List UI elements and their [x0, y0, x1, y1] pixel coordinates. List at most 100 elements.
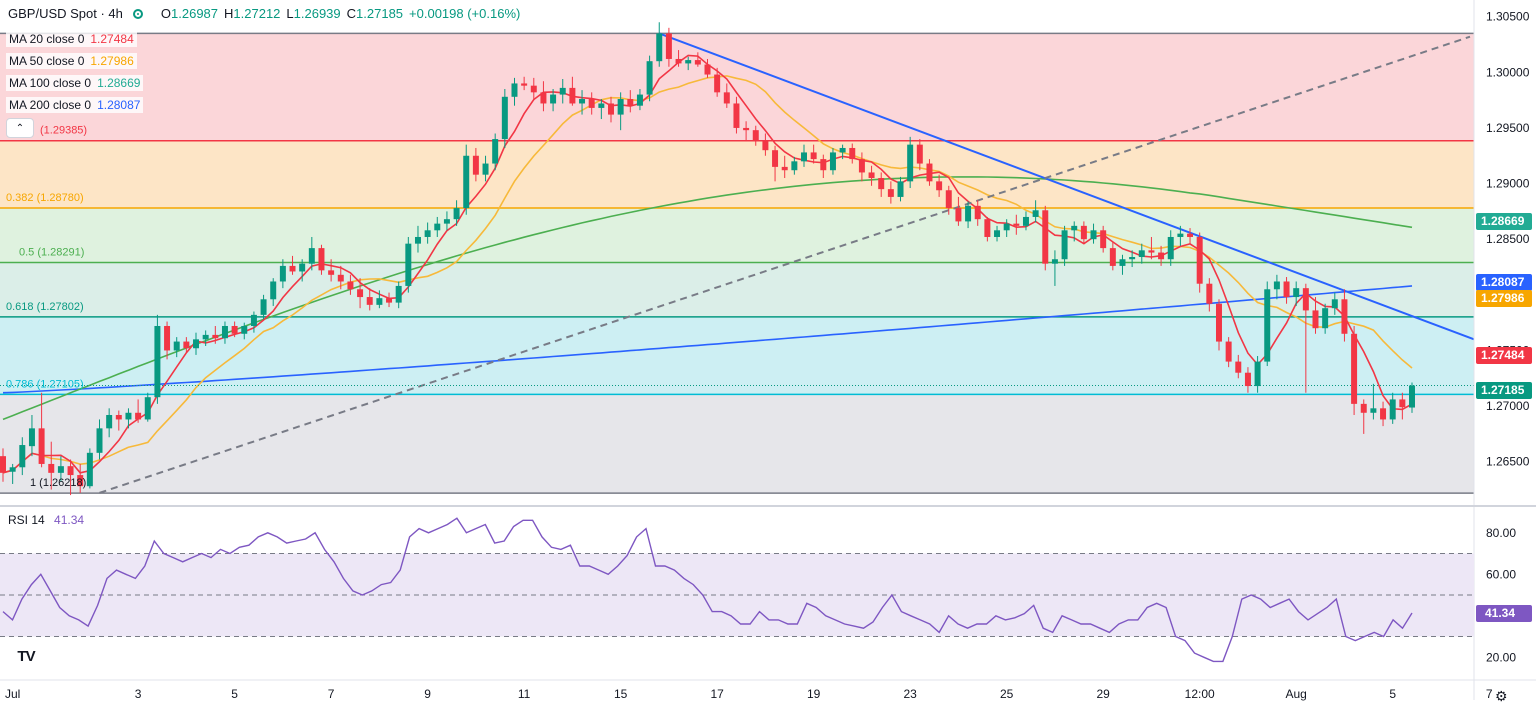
fib-level-label: 0.5 (1.28291) — [19, 246, 84, 258]
candle-body — [1013, 223, 1020, 226]
candle-body — [250, 314, 257, 326]
candle-body — [1022, 216, 1029, 226]
candle-body — [762, 141, 769, 151]
trendlines — [0, 32, 1475, 494]
candle-body — [1109, 248, 1116, 266]
candle-body — [810, 152, 817, 160]
price-badge — [1476, 274, 1532, 291]
candle-body — [1051, 259, 1058, 264]
gear-icon[interactable]: ⚙ — [1495, 688, 1508, 704]
change-value: +0.00198 (+0.16%) — [409, 6, 521, 21]
candle-body — [984, 219, 991, 237]
x-tick-label: 5 — [231, 687, 238, 701]
candle-body — [212, 334, 219, 339]
candle-body — [907, 144, 914, 182]
candle-body — [1322, 308, 1329, 329]
candle-body — [627, 99, 634, 106]
collapse-legend-button[interactable]: ⌃ — [6, 118, 34, 138]
candle-body — [241, 325, 248, 334]
candle-body — [1100, 230, 1107, 249]
close-value: 1.27185 — [356, 6, 404, 21]
candle-body — [1283, 281, 1290, 298]
candle-body — [781, 166, 788, 171]
candle-body — [86, 452, 93, 487]
ma100-legend[interactable]: MA 100 close 0 1.28669 — [6, 75, 144, 91]
candle-body — [704, 64, 711, 75]
price-badge-label: 1.27986 — [1481, 291, 1525, 305]
candle-body — [135, 412, 142, 420]
low-value: 1.26939 — [293, 6, 341, 21]
ma50-legend[interactable]: MA 50 close 0 1.27986 — [6, 53, 137, 69]
y-tick-label: 1.29500 — [1486, 121, 1530, 135]
rsi-value: 41.34 — [54, 513, 85, 527]
candle-body — [994, 230, 1001, 237]
candle-body — [492, 139, 499, 164]
rsi-header[interactable]: RSI 14 41.34 — [8, 513, 84, 527]
candle-body — [868, 172, 875, 179]
x-tick-label: 12:00 — [1185, 687, 1215, 701]
candle-body — [1167, 236, 1174, 260]
candle-body — [77, 475, 84, 487]
price-badge — [1476, 213, 1532, 230]
candle-body — [376, 298, 383, 305]
ma100-label: MA 100 close 0 — [9, 76, 92, 90]
candle-body — [1389, 399, 1396, 420]
candle-body — [337, 274, 344, 282]
rsi-tick-label: 80.00 — [1486, 526, 1516, 540]
candle-body — [1032, 210, 1039, 217]
x-tick-label: 19 — [807, 687, 821, 701]
rsi-label: RSI 14 — [8, 513, 45, 527]
candle-body — [521, 83, 528, 86]
candle-body — [19, 445, 26, 468]
candle-body — [96, 428, 103, 453]
candle-body — [801, 152, 807, 162]
candle-body — [1215, 303, 1222, 342]
candle-body — [501, 96, 508, 140]
candle-body — [1331, 299, 1338, 309]
ma200-legend[interactable]: MA 200 close 0 1.28087 — [6, 97, 144, 113]
rsi-badge-label: 41.34 — [1485, 606, 1515, 620]
x-tick-label: 5 — [1389, 687, 1396, 701]
candle-body — [636, 94, 643, 106]
candle-body — [1254, 361, 1261, 387]
symbol-title[interactable]: GBP/USD Spot · 4h — [8, 6, 123, 21]
tradingview-logo-icon[interactable]: TV — [10, 644, 42, 668]
candle-body — [579, 99, 586, 104]
candle-body — [1080, 225, 1087, 240]
candle-body — [318, 248, 325, 271]
candle-body — [424, 230, 431, 237]
candle-body — [656, 33, 663, 62]
fibonacci-labels: (1.29385) 0.382 (1.28780) 0.5 (1.28291) 0.6… — [6, 125, 87, 489]
candle-body — [405, 243, 412, 286]
candle-body — [1351, 333, 1358, 404]
ma50-value: 1.27986 — [90, 54, 134, 68]
fibonacci-zones — [0, 32, 1474, 494]
candle-body — [144, 397, 151, 420]
high-value: 1.27212 — [233, 6, 281, 21]
candle-body — [328, 270, 335, 275]
candle-body — [386, 298, 393, 303]
candle-body — [1409, 385, 1415, 408]
candle-body — [1119, 259, 1126, 266]
ma200-value: 1.28087 — [97, 98, 141, 112]
x-tick-label: Jul — [5, 687, 20, 701]
x-tick-label: 15 — [614, 687, 628, 701]
candle-body — [858, 159, 865, 173]
candle-body — [1225, 341, 1232, 362]
chart-header: GBP/USD Spot · 4h O 1.26987 H 1.27212 L 1.2… — [8, 6, 520, 21]
candle-body — [1235, 361, 1242, 373]
candle-body — [347, 281, 354, 290]
candle-body — [1129, 257, 1136, 260]
ascending-trendline — [99, 35, 1471, 494]
candle-body — [125, 412, 132, 420]
candle-body — [482, 163, 489, 175]
fib-level-label: 1 (1.26218) — [30, 477, 86, 489]
ma20-legend[interactable]: MA 20 close 0 1.27484 — [6, 31, 137, 47]
price-badge-label: 1.28087 — [1481, 275, 1525, 289]
candle-body — [28, 428, 35, 447]
candle-body — [743, 127, 750, 131]
x-tick-label: 17 — [710, 687, 724, 701]
candle-body — [1244, 372, 1251, 387]
